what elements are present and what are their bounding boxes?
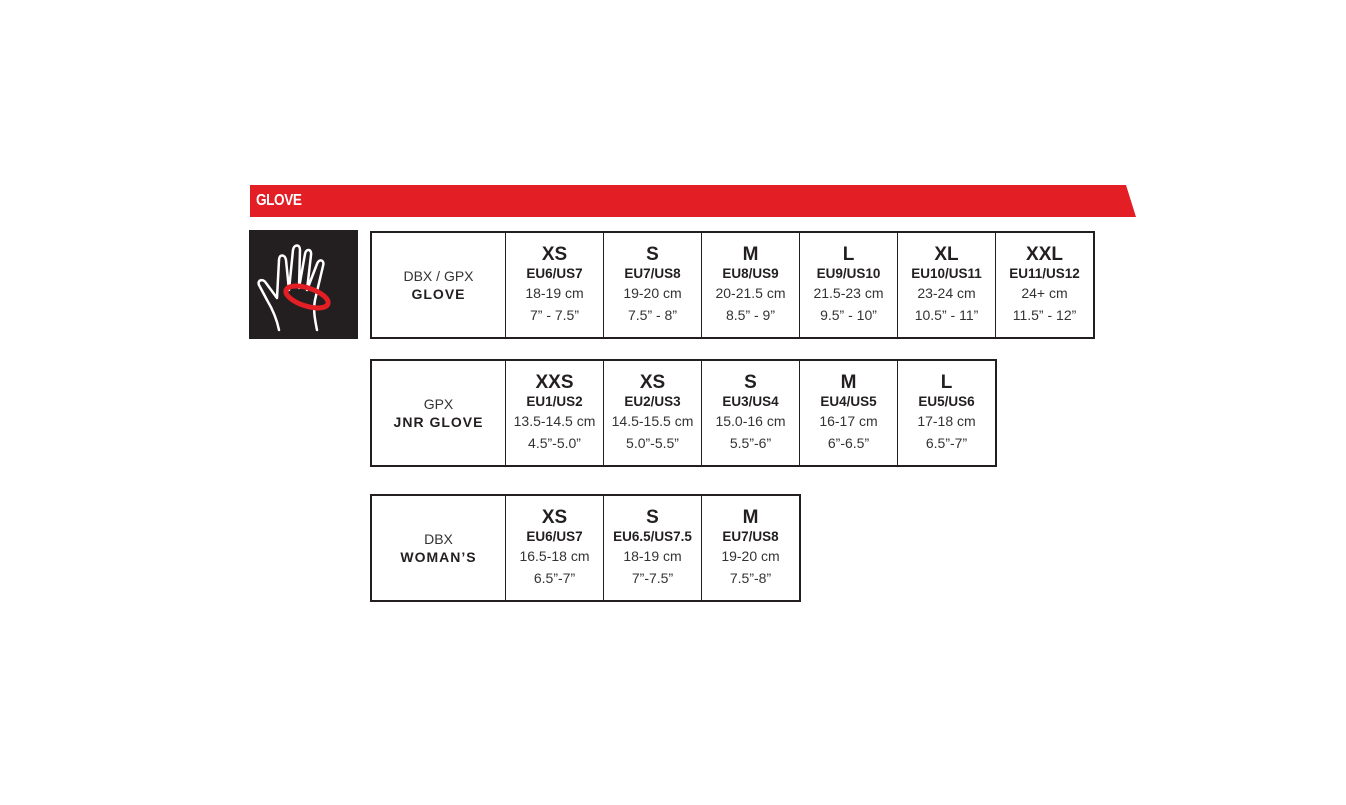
cm-range: 14.5-15.5 cm [611,412,694,429]
cm-range: 15.0-16 cm [715,412,786,429]
eu-us-size: EU1/US2 [526,393,583,409]
size-letter: M [840,371,857,393]
size-cell: S EU3/US4 15.0-16 cm 5.5”-6” [701,359,800,467]
size-row: DBX WOMAN’S XS EU6/US7 16.5-18 cm 6.5”-7” S EU6… [370,494,801,602]
product-label: DBX WOMAN’S [370,494,506,602]
inch-range: 6.5”-7” [533,569,576,586]
section-title: GLOVE [256,192,302,209]
size-letter: S [646,506,659,528]
product-name: GLOVE [411,286,466,302]
size-cell: XS EU6/US7 18-19 cm 7” - 7.5” [505,231,604,339]
section-banner: GLOVE [250,185,1136,217]
inch-range: 6”-6.5” [827,434,870,451]
size-table-dbx-gpx-glove: DBX / GPX GLOVE XS EU6/US7 18-19 cm 7” - 7.5”… [370,231,1095,339]
size-cell: L EU9/US10 21.5-23 cm 9.5” - 10” [799,231,898,339]
inch-range: 7”-7.5” [631,569,674,586]
product-name: JNR GLOVE [393,414,484,430]
eu-us-size: EU7/US8 [722,528,779,544]
size-table-gpx-jnr-glove: GPX JNR GLOVE XXS EU1/US2 13.5-14.5 cm 4.5”-5… [370,359,997,467]
cm-range: 23-24 cm [917,284,976,301]
eu-us-size: EU2/US3 [624,393,681,409]
product-line: DBX [424,531,453,547]
cm-range: 16-17 cm [819,412,878,429]
eu-us-size: EU6/US7 [526,265,583,281]
size-row: GPX JNR GLOVE XXS EU1/US2 13.5-14.5 cm 4.5”-5… [370,359,997,467]
size-cell: XXL EU11/US12 24+ cm 11.5” - 12” [995,231,1095,339]
product-label: GPX JNR GLOVE [370,359,506,467]
inch-range: 7.5” - 8” [627,306,677,323]
size-letter: XXS [535,371,574,393]
size-cell: XS EU2/US3 14.5-15.5 cm 5.0”-5.5” [603,359,702,467]
inch-range: 6.5”-7” [925,434,968,451]
cm-range: 19-20 cm [721,547,780,564]
size-letter: XS [639,371,666,393]
inch-range: 5.0”-5.5” [626,434,679,451]
size-letter: L [842,243,855,265]
eu-us-size: EU6.5/US7.5 [613,528,692,544]
cm-range: 13.5-14.5 cm [513,412,596,429]
size-cell: S EU7/US8 19-20 cm 7.5” - 8” [603,231,702,339]
product-name: WOMAN’S [400,549,477,565]
size-letter: S [744,371,757,393]
cm-range: 18-19 cm [623,547,682,564]
cm-range: 20-21.5 cm [715,284,786,301]
size-letter: XS [541,506,568,528]
eu-us-size: EU5/US6 [918,393,975,409]
eu-us-size: EU4/US5 [820,393,877,409]
size-letter: XXL [1026,243,1063,265]
eu-us-size: EU6/US7 [526,528,583,544]
inch-range: 4.5”-5.0” [528,434,581,451]
size-cell: XL EU10/US11 23-24 cm 10.5” - 11” [897,231,996,339]
eu-us-size: EU8/US9 [722,265,779,281]
inch-range: 11.5” - 12” [1012,306,1077,323]
size-row: DBX / GPX GLOVE XS EU6/US7 18-19 cm 7” - 7.5”… [370,231,1095,339]
product-line: DBX / GPX [403,268,474,284]
size-cell: L EU5/US6 17-18 cm 6.5”-7” [897,359,997,467]
eu-us-size: EU9/US10 [816,265,881,281]
cm-range: 21.5-23 cm [813,284,884,301]
cm-range: 17-18 cm [917,412,976,429]
inch-range: 10.5” - 11” [914,306,979,323]
eu-us-size: EU11/US12 [1009,265,1080,281]
cm-range: 18-19 cm [525,284,584,301]
inch-range: 8.5” - 9” [725,306,775,323]
product-line: GPX [423,396,454,412]
eu-us-size: EU3/US4 [722,393,779,409]
eu-us-size: EU10/US11 [911,265,982,281]
eu-us-size: EU7/US8 [624,265,681,281]
size-letter: XL [934,243,959,265]
size-cell: M EU4/US5 16-17 cm 6”-6.5” [799,359,898,467]
inch-range: 5.5”-6” [729,434,772,451]
size-cell: XS EU6/US7 16.5-18 cm 6.5”-7” [505,494,604,602]
size-cell: M EU8/US9 20-21.5 cm 8.5” - 9” [701,231,800,339]
size-table-dbx-womans: DBX WOMAN’S XS EU6/US7 16.5-18 cm 6.5”-7” S EU6… [370,494,801,602]
inch-range: 7” - 7.5” [529,306,579,323]
cm-range: 16.5-18 cm [519,547,590,564]
cm-range: 24+ cm [1021,284,1068,301]
hand-measurement-icon [249,230,358,339]
size-letter: M [742,243,759,265]
size-letter: L [940,371,953,393]
size-letter: S [646,243,659,265]
inch-range: 7.5”-8” [729,569,772,586]
size-cell: S EU6.5/US7.5 18-19 cm 7”-7.5” [603,494,702,602]
size-cell: M EU7/US8 19-20 cm 7.5”-8” [701,494,801,602]
size-letter: M [742,506,759,528]
product-label: DBX / GPX GLOVE [370,231,506,339]
cm-range: 19-20 cm [623,284,682,301]
size-letter: XS [541,243,568,265]
inch-range: 9.5” - 10” [820,306,877,323]
size-cell: XXS EU1/US2 13.5-14.5 cm 4.5”-5.0” [505,359,604,467]
